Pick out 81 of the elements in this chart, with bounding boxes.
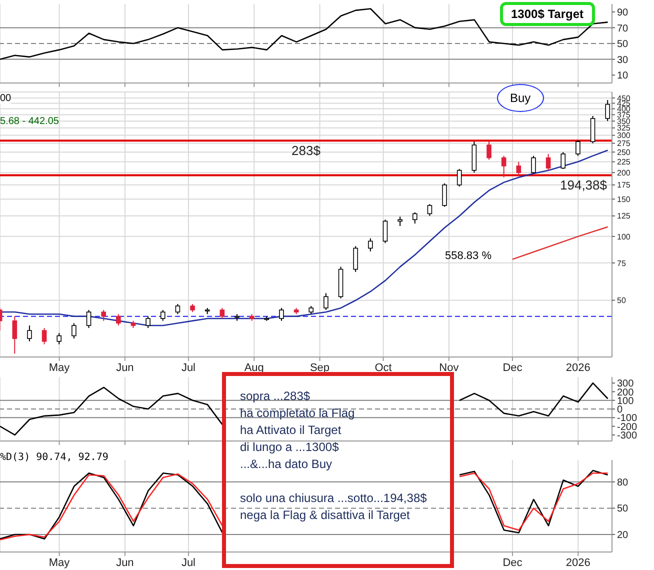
y-tick-label: 20 (617, 530, 629, 542)
candlestick (27, 325, 32, 342)
candlestick (353, 246, 358, 272)
annotation: 5.68 - 442.05 (0, 116, 59, 127)
y-tick-label: 0 (617, 404, 623, 416)
candlestick (605, 100, 610, 122)
x-tick-label: Dec (502, 556, 523, 569)
y-tick-label: 125 (617, 212, 631, 221)
candlestick (382, 219, 388, 244)
y-tick-label: 75 (617, 258, 626, 268)
x-tick-label: Jun (116, 556, 134, 569)
y-tick-label: 30 (617, 54, 629, 66)
candlestick (398, 216, 402, 226)
ref-line-label: 194,38$ (560, 177, 608, 192)
text: sopra ...283$ ha completato la Flag ha Attivato il Target di lungo a ...1300$ ...&...ha dato Buy solo una chiusura ...sotto...194,38$ nega la Flag & disattiva il Target (240, 389, 427, 522)
candlestick (279, 307, 284, 322)
y-tick-label: 70 (617, 23, 629, 34)
candlestick (220, 307, 225, 320)
candlestick (486, 141, 492, 160)
candlestick (101, 309, 106, 322)
x-tick-label: Jul (181, 362, 196, 374)
candlestick (160, 309, 166, 322)
x-tick-label: Jul (181, 556, 196, 569)
y-tick-label: 50 (617, 39, 629, 50)
candlestick (531, 155, 536, 174)
candlestick (456, 168, 462, 187)
y-tick-label: 275 (617, 139, 631, 148)
candlestick (368, 238, 373, 252)
y-tick-label: 10 (617, 70, 629, 82)
y-tick-label: 150 (617, 194, 631, 204)
candlestick (576, 140, 580, 156)
x-tick-label: Sep (310, 362, 330, 374)
annotation: 558.83 % (445, 250, 492, 262)
candlestick (86, 309, 92, 328)
ref-line-label: 283$ (292, 142, 322, 158)
y-tick-label: 100 (617, 396, 634, 407)
candlestick (116, 314, 121, 326)
line-series (0, 8, 608, 60)
x-tick-label: May (48, 556, 70, 569)
candlestick (146, 316, 150, 328)
y-tick-label: 50 (617, 296, 626, 306)
x-tick-label: May (48, 362, 70, 374)
x-tick-label: Oct (374, 362, 392, 374)
x-tick-label: Dec (502, 362, 523, 374)
y-tick-label: 300 (617, 131, 631, 140)
candlestick (501, 155, 506, 178)
y-tick-label: 250 (617, 148, 631, 157)
candlestick (175, 304, 180, 315)
y-tick-label: 200 (617, 387, 634, 398)
y-tick-label: 225 (617, 158, 631, 167)
x-tick-label: Jun (116, 362, 134, 374)
candlestick (12, 316, 18, 354)
annotation: %D(3) 90.74, 92.79 (0, 452, 108, 463)
y-tick-label: 175 (617, 180, 631, 190)
y-tick-label: 200 (617, 168, 631, 178)
annotation: 00 (0, 93, 12, 104)
x-tick-label: 2026 (566, 556, 590, 569)
y-tick-label: 300 (617, 378, 634, 390)
y-tick-label: 325 (617, 124, 631, 133)
y-tick-label: 80 (617, 477, 629, 488)
candlestick (56, 332, 62, 345)
y-tick-label: -100 (617, 413, 638, 424)
candlestick (42, 327, 47, 345)
candlestick (72, 322, 76, 340)
y-tick-label: 100 (617, 232, 631, 242)
y-tick-label: -300 (617, 430, 638, 442)
candlestick (560, 152, 566, 170)
y-tick-label: -200 (617, 422, 638, 433)
candlestick (324, 292, 328, 310)
y-tick-label: 90 (617, 7, 629, 18)
x-tick-label: Nov (439, 362, 460, 374)
candlestick (442, 182, 447, 208)
candlestick (427, 204, 432, 216)
x-tick-label: 2026 (566, 362, 590, 374)
candlestick (516, 161, 522, 177)
annotation: Buy (497, 84, 544, 112)
candlestick (590, 115, 596, 144)
candlestick (412, 212, 418, 224)
annotation: 1300$ Target (500, 2, 594, 26)
y-tick-label: 50 (617, 504, 629, 515)
candlestick (546, 153, 551, 171)
